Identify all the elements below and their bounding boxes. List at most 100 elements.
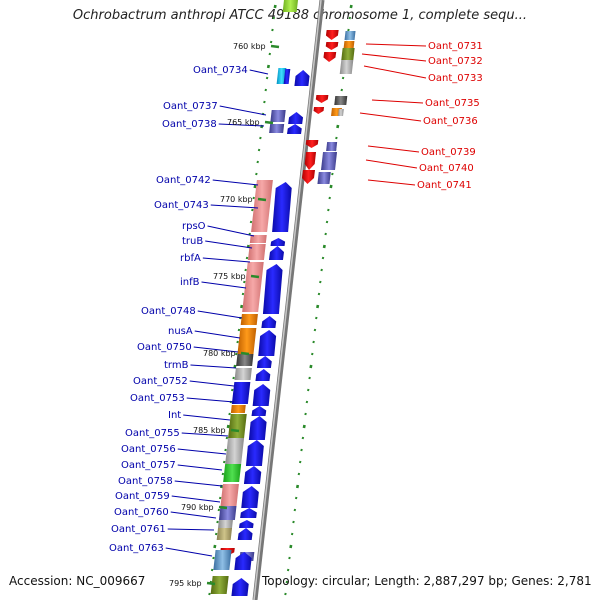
gene-reverse-strand-block[interactable] <box>321 152 338 170</box>
gene-reverse-strand-block[interactable] <box>326 142 338 151</box>
gene-label-left[interactable]: Oant_0743 <box>154 200 209 211</box>
gene-reverse-strand-block[interactable] <box>338 109 344 116</box>
gene-forward-strand-arrow[interactable] <box>262 264 283 314</box>
gene-forward-strand-block[interactable] <box>276 68 287 84</box>
gene-reverse-strand-block[interactable] <box>334 96 348 105</box>
gene-label-left[interactable]: Oant_0756 <box>121 444 176 455</box>
gene-reverse-strand-block[interactable] <box>341 48 355 60</box>
gene-label-right[interactable]: Oant_0735 <box>425 98 480 109</box>
gene-forward-strand-block[interactable] <box>240 314 258 325</box>
gene-forward-strand-arrow[interactable] <box>245 440 264 466</box>
kbp-label: 775 kbp <box>213 272 246 281</box>
gene-reverse-strand-block[interactable] <box>339 60 354 74</box>
gene-forward-strand-arrow[interactable] <box>234 552 252 570</box>
tick-left <box>251 208 254 212</box>
gene-reverse-strand-arrow[interactable] <box>325 30 339 40</box>
gene-forward-strand-block[interactable] <box>236 354 254 366</box>
gene-label-left[interactable]: Oant_0763 <box>109 543 164 554</box>
gene-label-left[interactable]: Oant_0738 <box>162 119 217 130</box>
gene-label-right[interactable]: Oant_0741 <box>417 180 472 191</box>
gene-forward-strand-block[interactable] <box>210 576 229 594</box>
gene-label-left[interactable]: rbfA <box>180 253 201 264</box>
gene-labels[interactable]: Oant_0734 Oant_0737 Oant_0738 Oant_0742 Oant… <box>109 41 483 554</box>
gene-reverse-strand-arrow[interactable] <box>313 107 325 114</box>
gene-forward-strand-block[interactable] <box>223 464 242 482</box>
gene-label-left[interactable]: Oant_0748 <box>141 306 196 317</box>
gene-forward-strand-block[interactable] <box>218 520 233 528</box>
gene-forward-strand-block[interactable] <box>228 414 247 438</box>
gene-forward-strand-block[interactable] <box>216 528 233 540</box>
gene-forward-strand-block[interactable] <box>230 405 246 413</box>
gene-label-right[interactable]: Oant_0732 <box>428 56 483 67</box>
gene-forward-strand-arrow[interactable] <box>237 528 253 540</box>
gene-forward-strand-arrow[interactable] <box>294 70 310 86</box>
gene-forward-strand-block[interactable] <box>247 244 266 260</box>
gene-label-left[interactable]: Oant_0759 <box>115 491 170 502</box>
gene-label-right[interactable]: Oant_0739 <box>421 147 476 158</box>
gene-reverse-strand-arrow[interactable] <box>304 152 317 170</box>
gene-forward-strand-block[interactable] <box>220 484 239 506</box>
leader-line-right <box>371 99 424 104</box>
gene-label-left[interactable]: Oant_0737 <box>163 101 218 112</box>
gene-forward-strand-arrow[interactable] <box>248 416 267 440</box>
gene-forward-strand-arrow[interactable] <box>239 520 254 528</box>
gene-reverse-strand-arrow[interactable] <box>301 170 316 184</box>
gene-forward-strand-block[interactable] <box>213 550 232 570</box>
gene-label-left[interactable]: trmB <box>164 360 189 371</box>
gene-label-left[interactable]: Oant_0753 <box>130 393 185 404</box>
gene-forward-strand-block[interactable] <box>282 0 298 12</box>
gene-reverse-strand-arrow[interactable] <box>315 95 329 103</box>
gene-forward-strand-block[interactable] <box>269 124 285 133</box>
gene-forward-strand-block[interactable] <box>237 328 257 354</box>
gene-forward-strand-arrow[interactable] <box>261 316 277 328</box>
gene-label-left[interactable]: rpsO <box>182 221 206 232</box>
gene-label-left[interactable]: Oant_0742 <box>156 175 211 186</box>
gene-label-right[interactable]: Oant_0731 <box>428 41 483 52</box>
gene-label-left[interactable]: Oant_0758 <box>118 476 173 487</box>
gene-forward-strand-block[interactable] <box>270 110 286 122</box>
gene-forward-strand-arrow[interactable] <box>272 182 292 232</box>
gene-forward-strand-block[interactable] <box>251 180 273 232</box>
gene-label-left[interactable]: infB <box>180 277 200 288</box>
gene-forward-strand-block[interactable] <box>218 506 237 520</box>
gene-forward-strand-block[interactable] <box>283 69 291 84</box>
gene-forward-strand-block[interactable] <box>231 382 251 404</box>
gene-forward-strand-arrow[interactable] <box>240 508 257 518</box>
gene-label-left[interactable]: nusA <box>168 326 193 337</box>
gene-label-left[interactable]: Oant_0757 <box>121 460 176 471</box>
gene-label-left[interactable]: Oant_0734 <box>193 65 248 76</box>
gene-forward-strand-block[interactable] <box>242 262 264 312</box>
gene-reverse-strand-block[interactable] <box>344 31 356 40</box>
gene-label-right[interactable]: Oant_0733 <box>428 73 483 84</box>
gene-forward-strand-arrow[interactable] <box>241 486 259 508</box>
gene-forward-strand-arrow[interactable] <box>270 238 286 246</box>
gene-forward-strand-arrow[interactable] <box>258 330 277 356</box>
gene-forward-strand-arrow[interactable] <box>231 578 249 596</box>
gene-forward-strand-arrow[interactable] <box>255 369 271 381</box>
gene-forward-strand-arrow[interactable] <box>256 356 272 368</box>
gene-label-left[interactable]: Oant_0760 <box>114 507 169 518</box>
gene-label-left[interactable]: Oant_0750 <box>137 342 192 353</box>
gene-label-right[interactable]: Oant_0736 <box>423 116 478 127</box>
gene-reverse-strand-block[interactable] <box>343 41 355 48</box>
gene-label-right[interactable]: Oant_0740 <box>419 163 474 174</box>
gene-forward-strand-block[interactable] <box>234 368 252 380</box>
gene-forward-strand-block[interactable] <box>225 438 245 464</box>
gene-label-left[interactable]: truB <box>182 236 203 247</box>
gene-forward-strand-arrow[interactable] <box>287 124 302 134</box>
gene-label-left[interactable]: Int <box>168 410 181 421</box>
gene-label-left[interactable]: Oant_0755 <box>125 428 180 439</box>
gene-label-left[interactable]: Oant_0761 <box>111 524 166 535</box>
gene-reverse-strand-arrow[interactable] <box>325 42 339 50</box>
gene-forward-strand-block[interactable] <box>249 235 267 243</box>
gene-reverse-strand-arrow[interactable] <box>305 140 319 148</box>
gene-forward-strand-arrow[interactable] <box>268 246 284 260</box>
gene-forward-strand-arrow[interactable] <box>252 384 271 406</box>
gene-reverse-strand-arrow[interactable] <box>323 52 337 62</box>
gene-reverse-strand-block[interactable] <box>317 172 331 184</box>
gene-label-left[interactable]: Oant_0752 <box>133 376 188 387</box>
gene-forward-strand-arrow[interactable] <box>251 406 267 416</box>
gene-forward-strand-arrow[interactable] <box>288 112 304 124</box>
gene-forward-strand-arrow[interactable] <box>243 466 262 484</box>
